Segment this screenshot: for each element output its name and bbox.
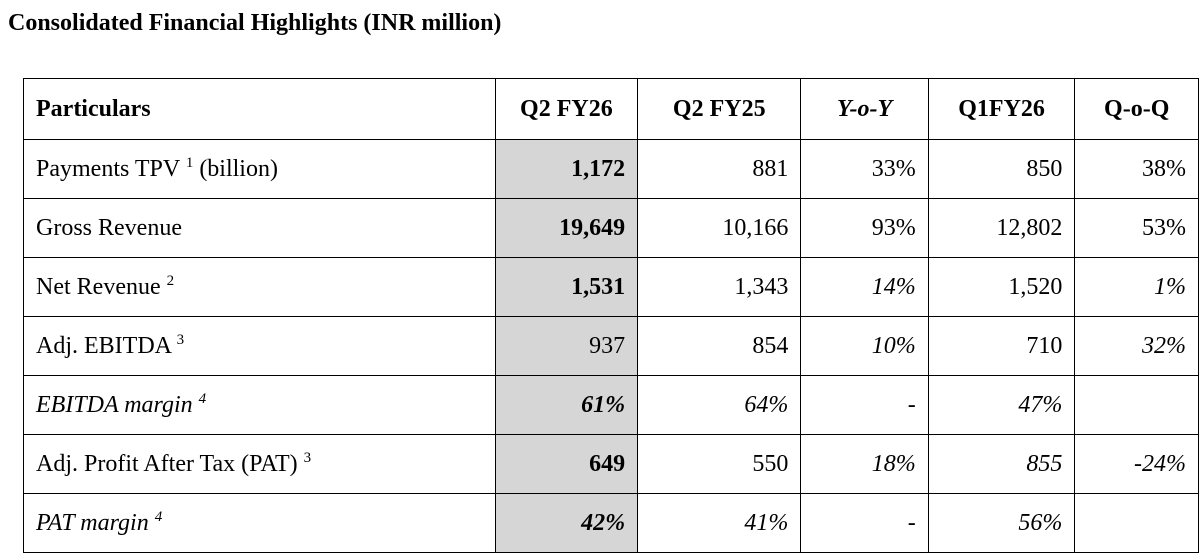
cell-q2fy25: 550: [637, 434, 802, 494]
cell-qoq: 1%: [1074, 257, 1199, 317]
row-label: Net Revenue 2: [23, 257, 496, 317]
cell-qoq: -24%: [1074, 434, 1199, 494]
cell-q2fy25: 881: [637, 139, 802, 199]
cell-yoy: -: [800, 375, 929, 435]
cell-q2fy26: 649: [494, 434, 639, 494]
cell-q2fy26: 1,172: [494, 139, 639, 199]
cell-yoy: 93%: [800, 198, 929, 258]
table-row: Gross Revenue 19,649 10,166 93% 12,802 5…: [23, 198, 1199, 258]
cell-q1fy26: 855: [927, 434, 1076, 494]
header-particulars: Particulars: [23, 78, 496, 140]
cell-q1fy26: 1,520: [927, 257, 1076, 317]
row-label: Payments TPV 1 (billion): [23, 139, 496, 199]
cell-q2fy25: 64%: [637, 375, 802, 435]
table-row: EBITDA margin 4 61% 64% - 47%: [23, 375, 1199, 435]
cell-yoy: 18%: [800, 434, 929, 494]
cell-qoq: [1074, 375, 1199, 435]
table-row: Payments TPV 1 (billion) 1,172 881 33% 8…: [23, 139, 1199, 199]
cell-q2fy25: 1,343: [637, 257, 802, 317]
header-qoq: Q-o-Q: [1074, 78, 1199, 140]
table-row: PAT margin 4 42% 41% - 56%: [23, 493, 1199, 553]
row-label: Gross Revenue: [23, 198, 496, 258]
page-title: Consolidated Financial Highlights (INR m…: [8, 10, 502, 36]
row-label: Adj. Profit After Tax (PAT) 3: [23, 434, 496, 494]
cell-q2fy25: 10,166: [637, 198, 802, 258]
cell-q2fy25: 854: [637, 316, 802, 376]
cell-q2fy26: 42%: [494, 493, 639, 553]
table-row: Net Revenue 2 1,531 1,343 14% 1,520 1%: [23, 257, 1199, 317]
table-row: Adj. Profit After Tax (PAT) 3 649 550 18…: [23, 434, 1199, 494]
header-q2fy26: Q2 FY26: [494, 78, 639, 140]
cell-q2fy26: 61%: [494, 375, 639, 435]
cell-q1fy26: 47%: [927, 375, 1076, 435]
cell-q2fy26: 1,531: [494, 257, 639, 317]
cell-yoy: 10%: [800, 316, 929, 376]
cell-yoy: -: [800, 493, 929, 553]
table-header-row: Particulars Q2 FY26 Q2 FY25 Y-o-Y Q1FY26…: [23, 78, 1199, 140]
cell-yoy: 14%: [800, 257, 929, 317]
header-q1fy26: Q1FY26: [927, 78, 1076, 140]
cell-qoq: 38%: [1074, 139, 1199, 199]
row-label: EBITDA margin 4: [23, 375, 496, 435]
cell-qoq: [1074, 493, 1199, 553]
cell-q2fy25: 41%: [637, 493, 802, 553]
cell-q1fy26: 12,802: [927, 198, 1076, 258]
cell-q2fy26: 937: [494, 316, 639, 376]
cell-yoy: 33%: [800, 139, 929, 199]
row-label: Adj. EBITDA 3: [23, 316, 496, 376]
table-row: Adj. EBITDA 3 937 854 10% 710 32%: [23, 316, 1199, 376]
cell-q2fy26: 19,649: [494, 198, 639, 258]
header-q2fy25: Q2 FY25: [637, 78, 802, 140]
cell-q1fy26: 710: [927, 316, 1076, 376]
cell-q1fy26: 56%: [927, 493, 1076, 553]
row-label: PAT margin 4: [23, 493, 496, 553]
header-yoy: Y-o-Y: [800, 78, 929, 140]
cell-qoq: 53%: [1074, 198, 1199, 258]
cell-q1fy26: 850: [927, 139, 1076, 199]
cell-qoq: 32%: [1074, 316, 1199, 376]
financial-highlights-table: Particulars Q2 FY26 Q2 FY25 Y-o-Y Q1FY26…: [23, 78, 1199, 553]
